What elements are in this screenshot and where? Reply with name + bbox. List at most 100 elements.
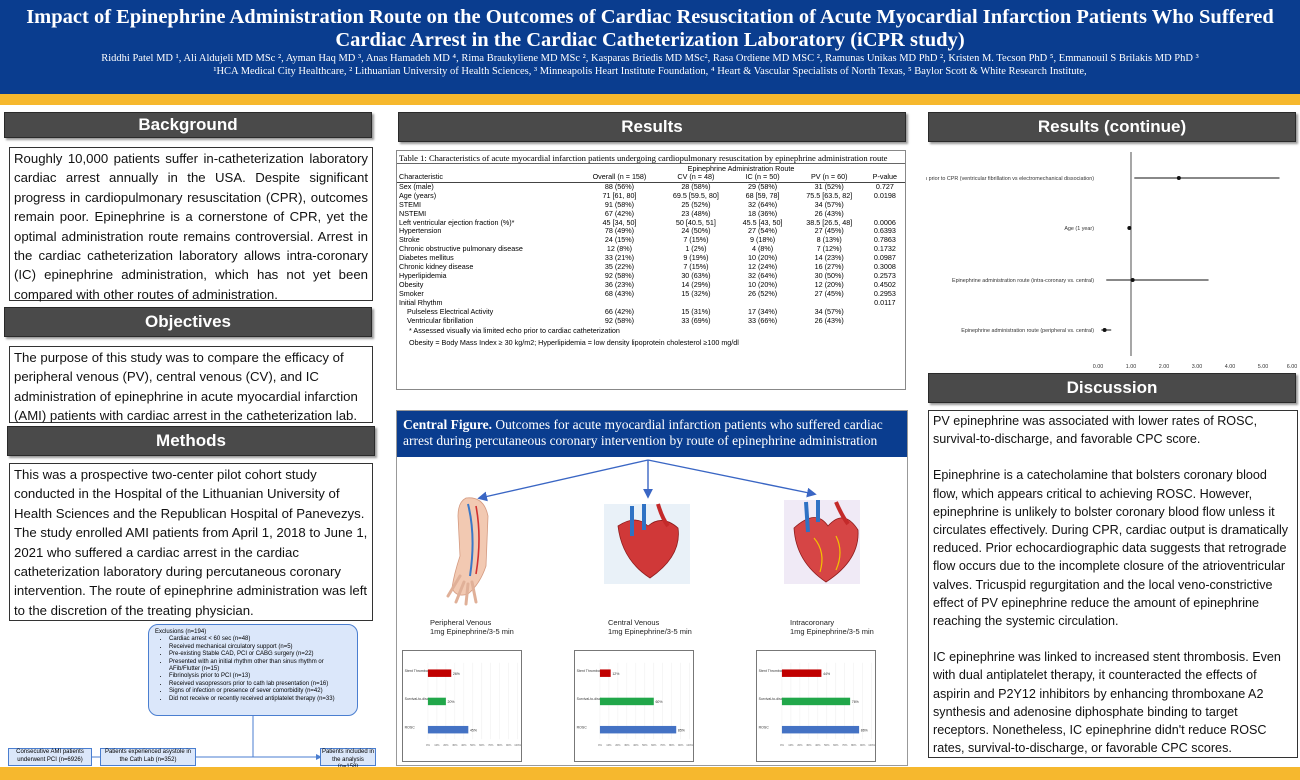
axis-tick-label: 0% xyxy=(780,743,784,747)
table-cell: 27 (45%) xyxy=(814,226,844,236)
axis-tick-label: 50% xyxy=(470,743,476,747)
table-cell: 92 (58%) xyxy=(604,315,635,325)
table-cell: 25 (52%) xyxy=(681,199,711,209)
flow-node-included: Patients included in the analysis (n=158… xyxy=(320,748,376,770)
table-cell: 36 (23%) xyxy=(604,279,635,289)
table-header-row: Characteristic Overall (n = 158) CV (n =… xyxy=(397,172,905,183)
table-note-2: Obesity = Body Mass Index ≥ 30 kg/m2; Hy… xyxy=(409,338,739,348)
forest-category-label: Age (1 year) xyxy=(1064,226,1094,232)
forest-tick-label: 0.00 xyxy=(1093,364,1104,370)
axis-tick-label: 20% xyxy=(615,743,621,747)
exclusion-item: Presented with an initial rhythm other t… xyxy=(169,659,351,674)
outcome-bar xyxy=(781,669,822,677)
table-cell: 68 [59, 78] xyxy=(745,190,780,200)
axis-tick-label: 90% xyxy=(860,743,866,747)
forest-category-label: Epinephrine administration route (periph… xyxy=(961,328,1094,334)
arrow-to-peripheral xyxy=(477,459,649,502)
table-cell: 0.0117 xyxy=(874,297,896,307)
table-cell: Ventricular fibrillation xyxy=(407,315,474,325)
table-row: Left ventricular ejection fraction (%)* 4… xyxy=(397,217,905,228)
methods-text: This was a prospective two-center pilot … xyxy=(9,463,373,621)
axis-tick-label: 40% xyxy=(815,743,821,747)
table-cell: 33 (21%) xyxy=(604,253,635,263)
table-note-1: * Assessed visually via limited echo pri… xyxy=(409,326,620,336)
table-cell: 91 (58%) xyxy=(604,199,635,209)
table-cell: 7 (12%) xyxy=(816,244,842,254)
bar-value-label: 20% xyxy=(448,700,455,704)
table-caption: Table 1: Characteristics of acute myocar… xyxy=(397,151,905,164)
affiliation-list: ¹HCA Medical City Healthcare, ² Lithuani… xyxy=(213,66,1087,77)
table-cell xyxy=(865,308,905,317)
exclusion-list: Cardiac arrest < 60 sec (n=48) Received … xyxy=(155,636,351,703)
table-row: Obesity 36 (23%) 14 (29%) 10 (20%) 12 (20%) 0… xyxy=(397,279,905,290)
bar-value-label: 85% xyxy=(678,728,685,732)
flow-node-consecutive: Consecutive AMI patients underwent PCI (… xyxy=(8,748,92,766)
flow-node-asystole: Patients experienced asystole in the Cat… xyxy=(100,748,196,766)
title-line-2: Cardiac Arrest in the Cardiac Catheteriz… xyxy=(335,29,965,51)
bar-value-label: 76% xyxy=(852,700,859,704)
outcomes-panel-peripheral: 0% 10% 20% 30% 40% 50% 60% 70% 80% 90% 100%Stent T… xyxy=(402,650,522,762)
table-cell: 0.3008 xyxy=(873,262,896,272)
route-central-label: Central Venous 1mg Epinephrine/3-5 min xyxy=(608,618,692,636)
bar-value-label: 26% xyxy=(453,672,460,676)
forest-tick-label: 4.00 xyxy=(1225,364,1236,370)
axis-tick-label: 30% xyxy=(806,743,812,747)
outcome-label: Stent Thrombosis xyxy=(577,669,604,673)
table-cell: 27 (54%) xyxy=(747,226,778,236)
table-cell: 0.0987 xyxy=(873,253,896,263)
table-cell: 14 (29%) xyxy=(681,279,711,289)
forest-tick-label: 3.00 xyxy=(1192,364,1203,370)
table-cell: 17 (34%) xyxy=(747,306,778,316)
outcome-bar xyxy=(599,725,677,734)
axis-tick-label: 10% xyxy=(788,743,794,747)
table-cell: 32 (64%) xyxy=(747,199,778,209)
route-dose: 1mg Epinephrine/3-5 min xyxy=(430,627,514,636)
table-cell: 0.7863 xyxy=(873,235,896,245)
outcome-bar xyxy=(781,697,851,706)
exclusion-item: Fibrinolysis prior to PCI (n=13) xyxy=(169,673,351,680)
table-cell: 50 [40.5, 51] xyxy=(675,217,716,227)
table-cell: 33 (69%) xyxy=(681,315,711,325)
route-name: Central Venous xyxy=(608,618,660,627)
table-cell: 78 (49%) xyxy=(604,226,635,236)
table-cell: 45 [34, 50] xyxy=(602,217,637,227)
axis-tick-label: 90% xyxy=(506,743,512,747)
route-illustrations xyxy=(446,459,860,606)
axis-tick-label: 90% xyxy=(678,743,684,747)
outcome-label: Survival-to-discharge xyxy=(405,697,438,701)
table-cell: Chronic kidney disease xyxy=(399,262,474,272)
axis-tick-label: 60% xyxy=(651,743,657,747)
table-cell: 15 (32%) xyxy=(681,288,711,298)
point-estimate xyxy=(1102,328,1107,332)
flowchart-arrows xyxy=(92,716,322,760)
route-intracoronary-label: Intracoronary 1mg Epinephrine/3-5 min xyxy=(790,618,874,636)
table-cell: 10 (20%) xyxy=(747,279,778,289)
table-cell: 0.727 xyxy=(875,181,894,191)
table-cell: 71 [61, 80] xyxy=(602,190,637,200)
table-cell: NSTEMI xyxy=(399,208,427,218)
forest-tick-label: 5.00 xyxy=(1258,364,1269,370)
axis-tick-label: 100% xyxy=(514,743,521,747)
table-row: Chronic obstructive pulmonary disease 12 … xyxy=(397,244,905,254)
arm-illustration xyxy=(446,497,489,606)
route-name: Peripheral Venous xyxy=(430,618,492,627)
central-figure-caption: Central Figure. Outcomes for acute myoca… xyxy=(397,411,907,457)
table-cell: Initial Rhythm xyxy=(399,297,443,307)
outcome-bar xyxy=(427,669,452,677)
forest-tick-label: 6.00 xyxy=(1287,364,1298,370)
table-cell: 12 (8%) xyxy=(606,244,633,254)
axis-tick-label: 50% xyxy=(642,743,648,747)
table-row: STEMI 91 (58%) 25 (52%) 32 (64%) 34 (57%) xyxy=(397,199,905,210)
footer-band xyxy=(0,767,1300,780)
axis-tick-label: 0% xyxy=(426,743,430,747)
outcome-label: Stent Thrombosis xyxy=(759,669,786,673)
table-cell: 32 (64%) xyxy=(747,270,778,280)
table-cell: 38.5 [26.5, 48] xyxy=(806,217,853,227)
point-estimate xyxy=(1127,226,1132,230)
axis-tick-label: 100% xyxy=(868,743,875,747)
table-cell: 24 (50%) xyxy=(681,226,711,236)
table-cell: 33 (66%) xyxy=(747,315,778,325)
forest-plot: Rhythm prior to CPR (ventricular fibrill… xyxy=(926,152,1298,370)
table-cell: 30 (63%) xyxy=(681,270,711,280)
discussion-text: PV epinephrine was associated with lower… xyxy=(928,410,1298,758)
